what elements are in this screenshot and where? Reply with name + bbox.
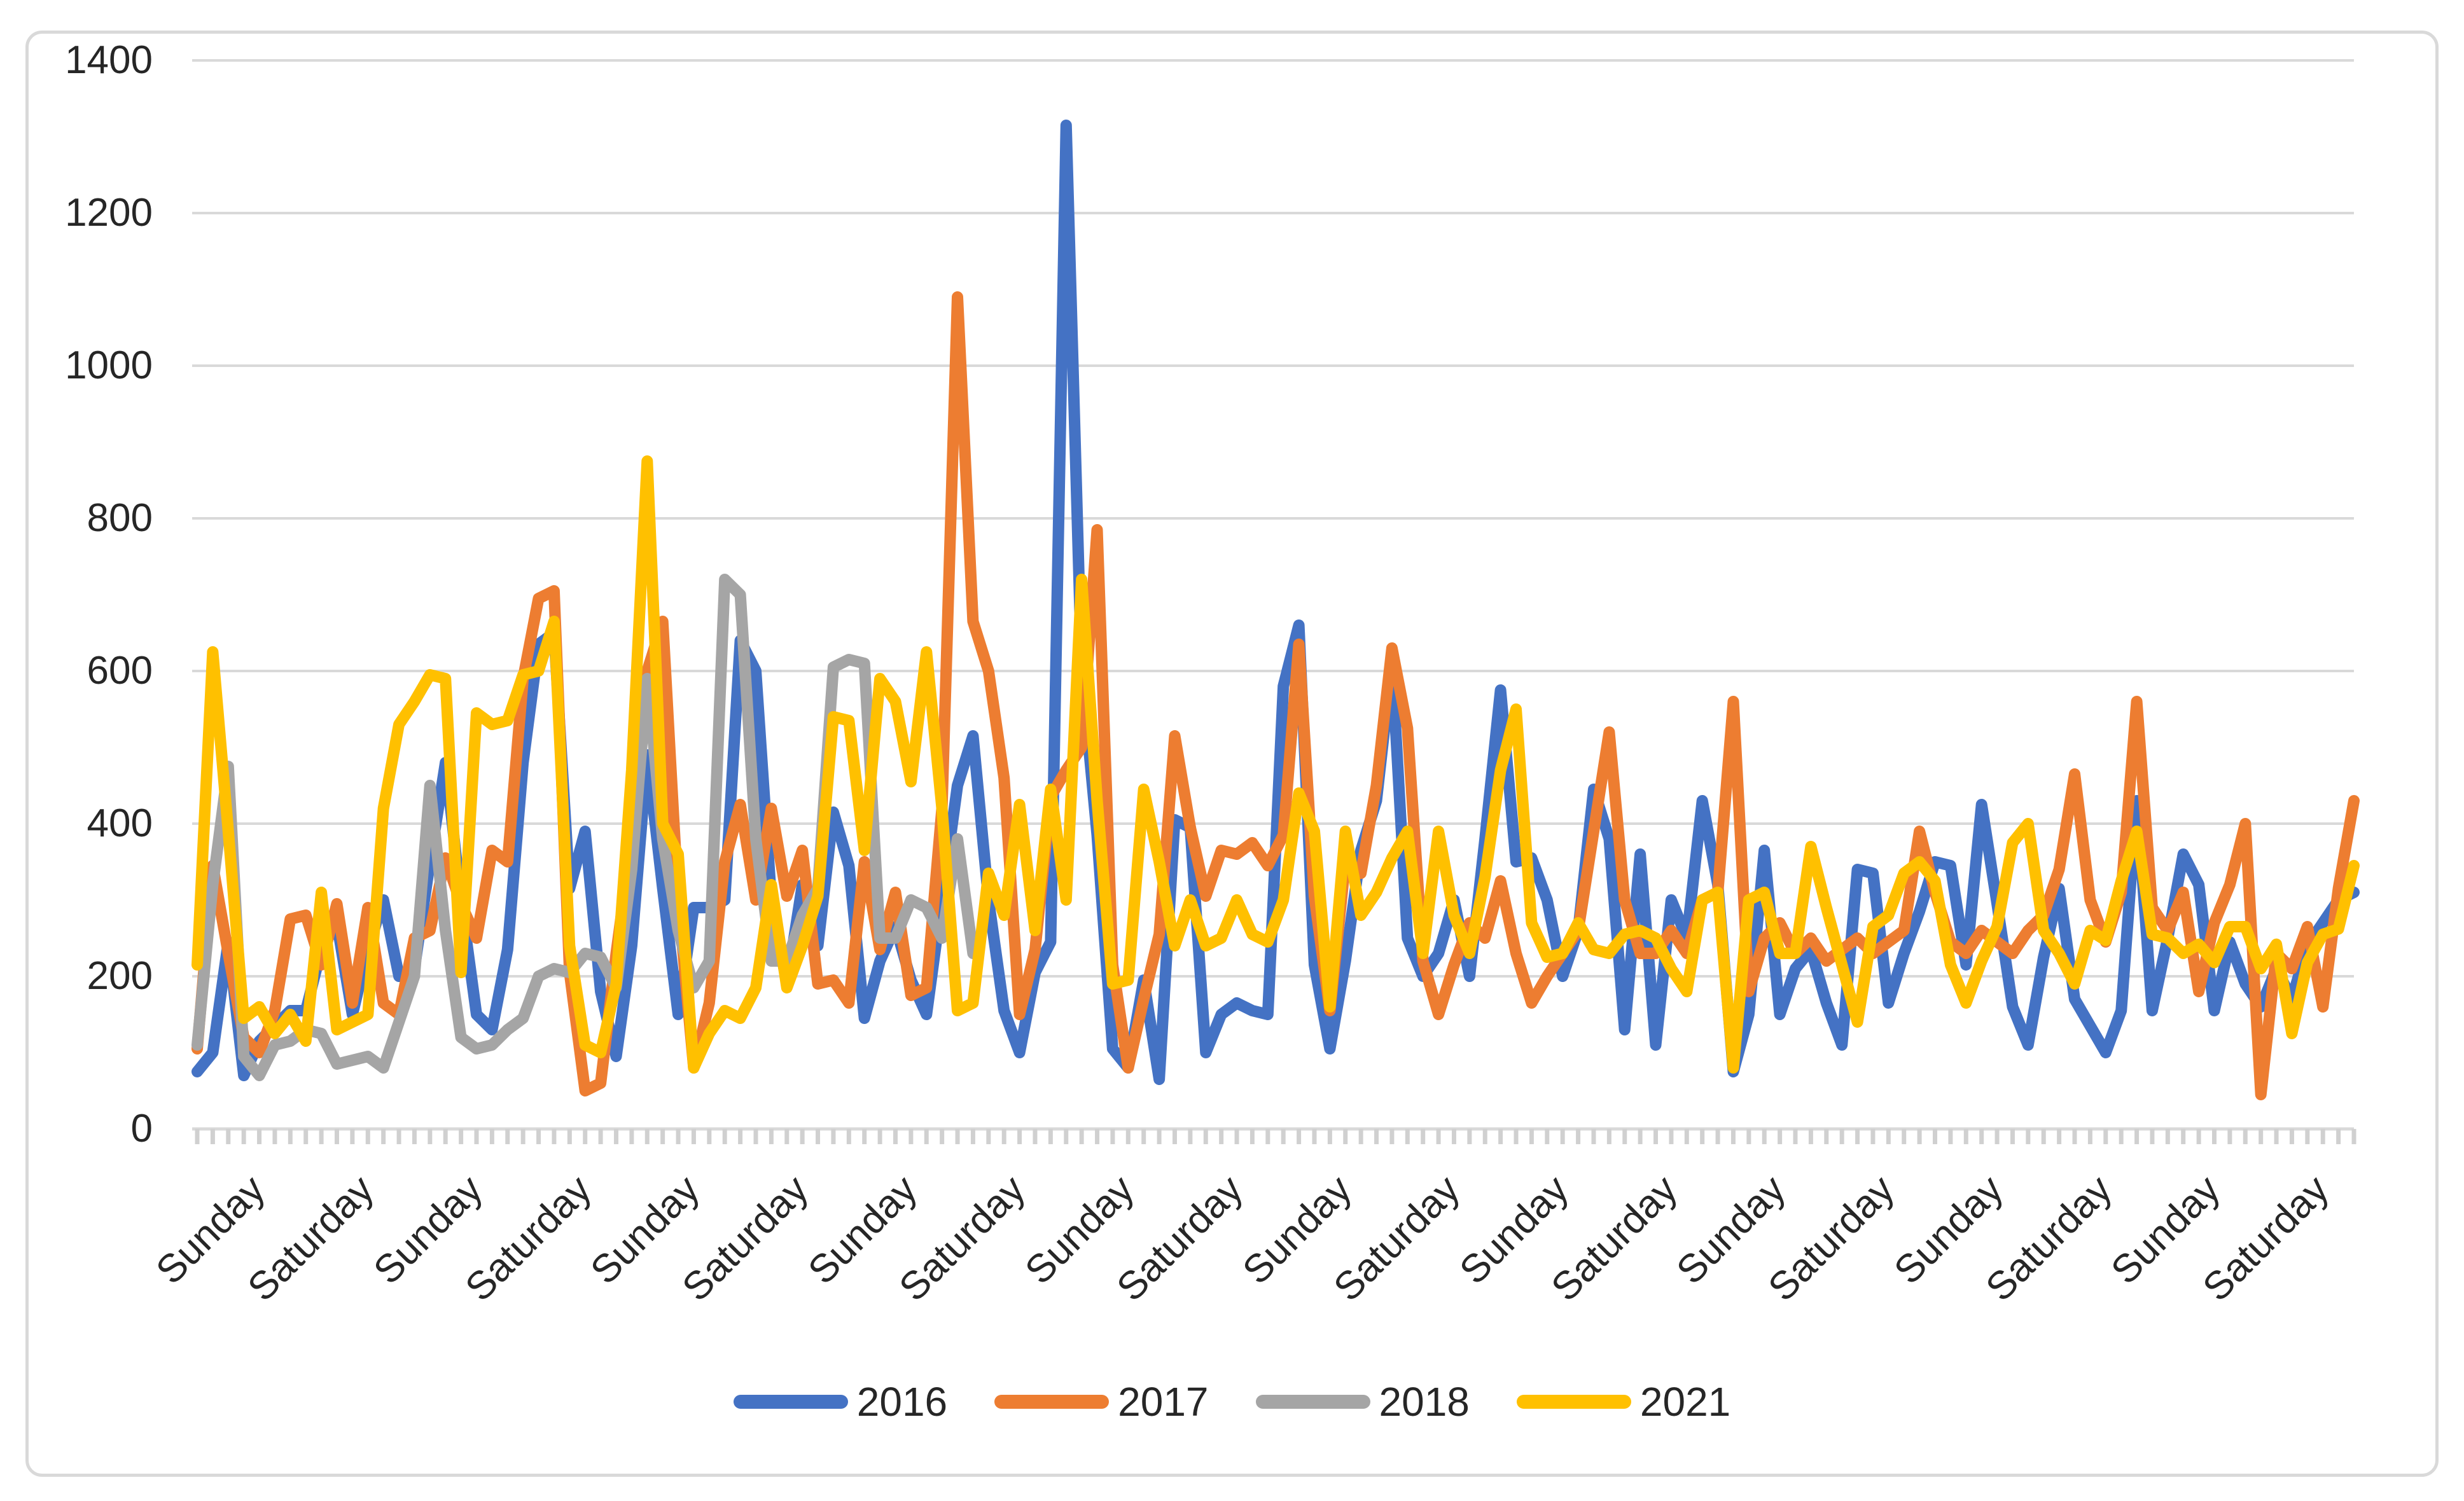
series-line-2018: [191, 574, 979, 1081]
y-tick-label-400: 400: [87, 801, 153, 845]
y-tick-label-1000: 1000: [65, 343, 153, 387]
x-axis: [195, 1129, 2356, 1144]
y-tick-label-1200: 1200: [65, 191, 153, 235]
series-line-2021: [191, 455, 2360, 1074]
legend-label-2016: 2016: [856, 1379, 948, 1425]
y-tick-label-0: 0: [130, 1107, 153, 1151]
legend-item-2016: 2016: [733, 1379, 948, 1425]
y-tick-label-200: 200: [87, 954, 153, 998]
legend-item-2021: 2021: [1516, 1379, 1731, 1425]
legend-item-2017: 2017: [994, 1379, 1209, 1425]
legend: 2016 2017 2018 2021: [0, 1381, 2464, 1422]
legend-swatch-2018: [1255, 1395, 1370, 1409]
y-tick-label-600: 600: [87, 649, 153, 693]
legend-swatch-2017: [994, 1395, 1110, 1409]
legend-label-2018: 2018: [1379, 1379, 1470, 1425]
legend-item-2018: 2018: [1255, 1379, 1470, 1425]
legend-swatch-2016: [733, 1395, 848, 1409]
chart-border: [25, 31, 2439, 1477]
legend-swatch-2021: [1516, 1395, 1631, 1409]
y-tick-label-800: 800: [87, 496, 153, 540]
legend-label-2017: 2017: [1118, 1379, 1209, 1425]
legend-label-2021: 2021: [1639, 1379, 1731, 1425]
series-lines: [191, 120, 2360, 1100]
y-tick-label-1400: 1400: [65, 38, 153, 82]
